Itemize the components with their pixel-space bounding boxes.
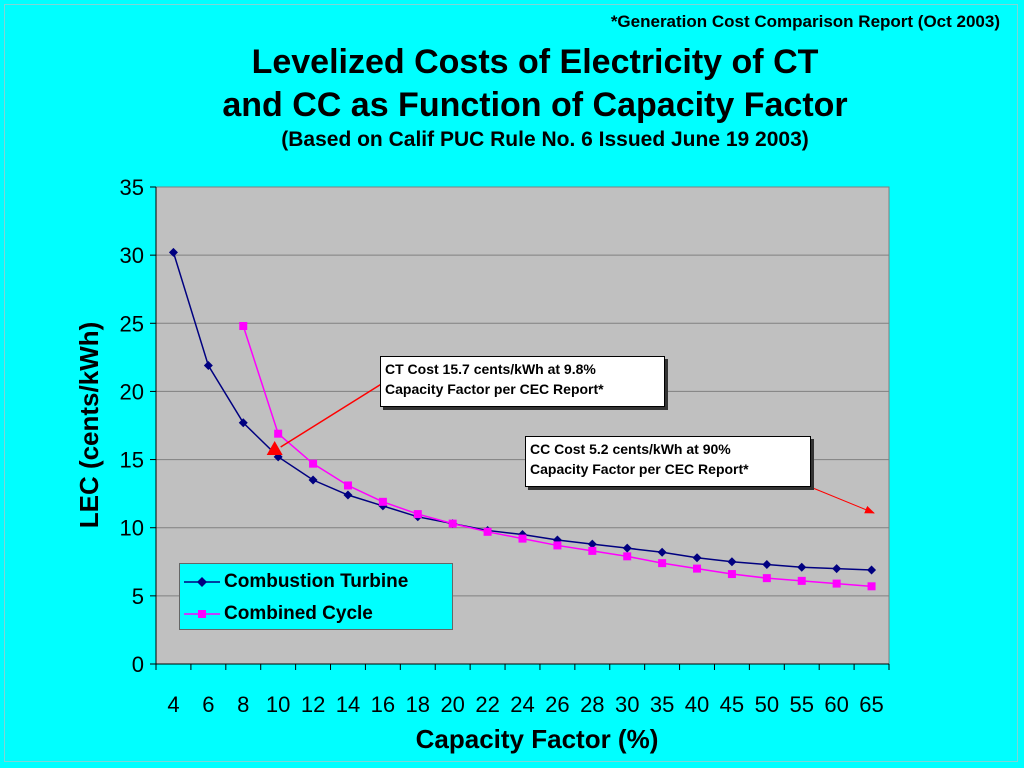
data-point-combined-cycle	[832, 579, 841, 588]
x-tick-label: 18	[406, 692, 430, 717]
data-point-combined-cycle	[797, 576, 806, 585]
x-tick-label: 22	[475, 692, 499, 717]
data-point-combustion-turbine	[657, 547, 667, 557]
data-point-combustion-turbine	[343, 490, 353, 500]
data-point-combined-cycle	[309, 459, 318, 468]
y-tick-label: 35	[120, 175, 144, 200]
y-tick-label: 5	[132, 584, 144, 609]
data-point-combustion-turbine	[168, 247, 178, 257]
x-tick-label: 10	[266, 692, 290, 717]
x-tick-label: 12	[301, 692, 325, 717]
data-point-combustion-turbine	[692, 553, 702, 563]
legend-diamond-marker-icon	[184, 577, 220, 587]
data-point-combined-cycle	[588, 546, 597, 555]
x-tick-label: 20	[440, 692, 464, 717]
x-tick-label: 4	[167, 692, 179, 717]
legend-label-combined-cycle: Combined Cycle	[224, 603, 373, 624]
data-point-combustion-turbine	[867, 565, 877, 575]
data-point-combined-cycle	[343, 481, 352, 490]
data-point-combined-cycle	[693, 564, 702, 573]
y-tick-label: 15	[120, 448, 144, 473]
x-tick-label: 28	[580, 692, 604, 717]
x-tick-label: 65	[859, 692, 883, 717]
data-point-combined-cycle	[867, 582, 876, 591]
y-tick-label: 25	[120, 311, 144, 336]
x-tick-label: 14	[336, 692, 360, 717]
data-point-combustion-turbine	[832, 564, 842, 574]
data-point-combined-cycle	[274, 429, 283, 438]
data-point-combustion-turbine	[797, 562, 807, 572]
data-point-combined-cycle	[762, 574, 771, 583]
chart-title-line1: Levelized Costs of Electricity of CT	[251, 43, 819, 81]
data-point-combined-cycle	[413, 510, 422, 519]
legend-item-combustion-turbine: Combustion Turbine	[180, 567, 408, 597]
data-point-combined-cycle	[378, 497, 387, 506]
chart-subtitle: (Based on Calif PUC Rule No. 6 Issued Ju…	[281, 128, 809, 151]
x-tick-label: 24	[510, 692, 534, 717]
x-tick-label: 50	[755, 692, 779, 717]
data-point-combustion-turbine	[727, 557, 737, 567]
y-tick-label: 20	[120, 379, 144, 404]
x-tick-label: 30	[615, 692, 639, 717]
data-point-combined-cycle	[553, 541, 562, 550]
data-point-combustion-turbine	[762, 560, 772, 570]
slide-frame	[4, 4, 1018, 762]
y-axis-label: LEC (cents/kWh)	[74, 322, 104, 529]
legend-item-combined-cycle: Combined Cycle	[180, 599, 373, 629]
data-point-combined-cycle	[658, 559, 667, 568]
x-tick-label: 40	[685, 692, 709, 717]
data-point-combustion-turbine	[622, 543, 632, 553]
x-tick-label: 26	[545, 692, 569, 717]
cc-callout-line2: Capacity Factor per CEC Report*	[530, 461, 749, 477]
data-point-combined-cycle	[727, 570, 736, 579]
legend-label-combustion-turbine: Combustion Turbine	[224, 571, 409, 592]
x-tick-label: 60	[824, 692, 848, 717]
data-point-combined-cycle	[239, 322, 248, 331]
data-point-combined-cycle	[518, 534, 527, 543]
data-point-combustion-turbine	[587, 539, 597, 549]
x-tick-label: 6	[202, 692, 214, 717]
x-tick-label: 16	[371, 692, 395, 717]
data-point-combined-cycle	[483, 527, 492, 536]
data-point-combustion-turbine	[203, 361, 213, 371]
y-tick-label: 0	[132, 652, 144, 677]
x-tick-label: 8	[237, 692, 249, 717]
x-tick-label: 45	[720, 692, 744, 717]
cc-callout-line1: CC Cost 5.2 cents/kWh at 90%	[530, 441, 731, 457]
chart-title-line2: and CC as Function of Capacity Factor	[222, 86, 848, 124]
x-axis-label: Capacity Factor (%)	[416, 724, 659, 754]
data-point-combined-cycle	[448, 519, 457, 528]
ct-callout-line2: Capacity Factor per CEC Report*	[385, 381, 604, 397]
cc-callout-arrow	[807, 485, 875, 514]
y-tick-label: 10	[120, 516, 144, 541]
data-point-combined-cycle	[623, 552, 632, 561]
legend-square-marker-icon	[184, 610, 220, 618]
ct-callout-arrow	[280, 382, 384, 448]
chart-legend: Combustion Turbine Combined Cycle	[179, 563, 453, 630]
ct-cost-callout: CT Cost 15.7 cents/kWh at 9.8% Capacity …	[380, 356, 665, 407]
cc-cost-callout: CC Cost 5.2 cents/kWh at 90% Capacity Fa…	[525, 436, 811, 487]
x-tick-label: 35	[650, 692, 674, 717]
data-point-combustion-turbine	[238, 418, 248, 428]
data-point-combustion-turbine	[308, 475, 318, 485]
source-note: *Generation Cost Comparison Report (Oct …	[610, 12, 1000, 31]
y-tick-label: 30	[120, 243, 144, 268]
ct-point-marker-icon	[266, 441, 283, 456]
ct-callout-line1: CT Cost 15.7 cents/kWh at 9.8%	[385, 361, 596, 377]
x-tick-label: 55	[789, 692, 813, 717]
